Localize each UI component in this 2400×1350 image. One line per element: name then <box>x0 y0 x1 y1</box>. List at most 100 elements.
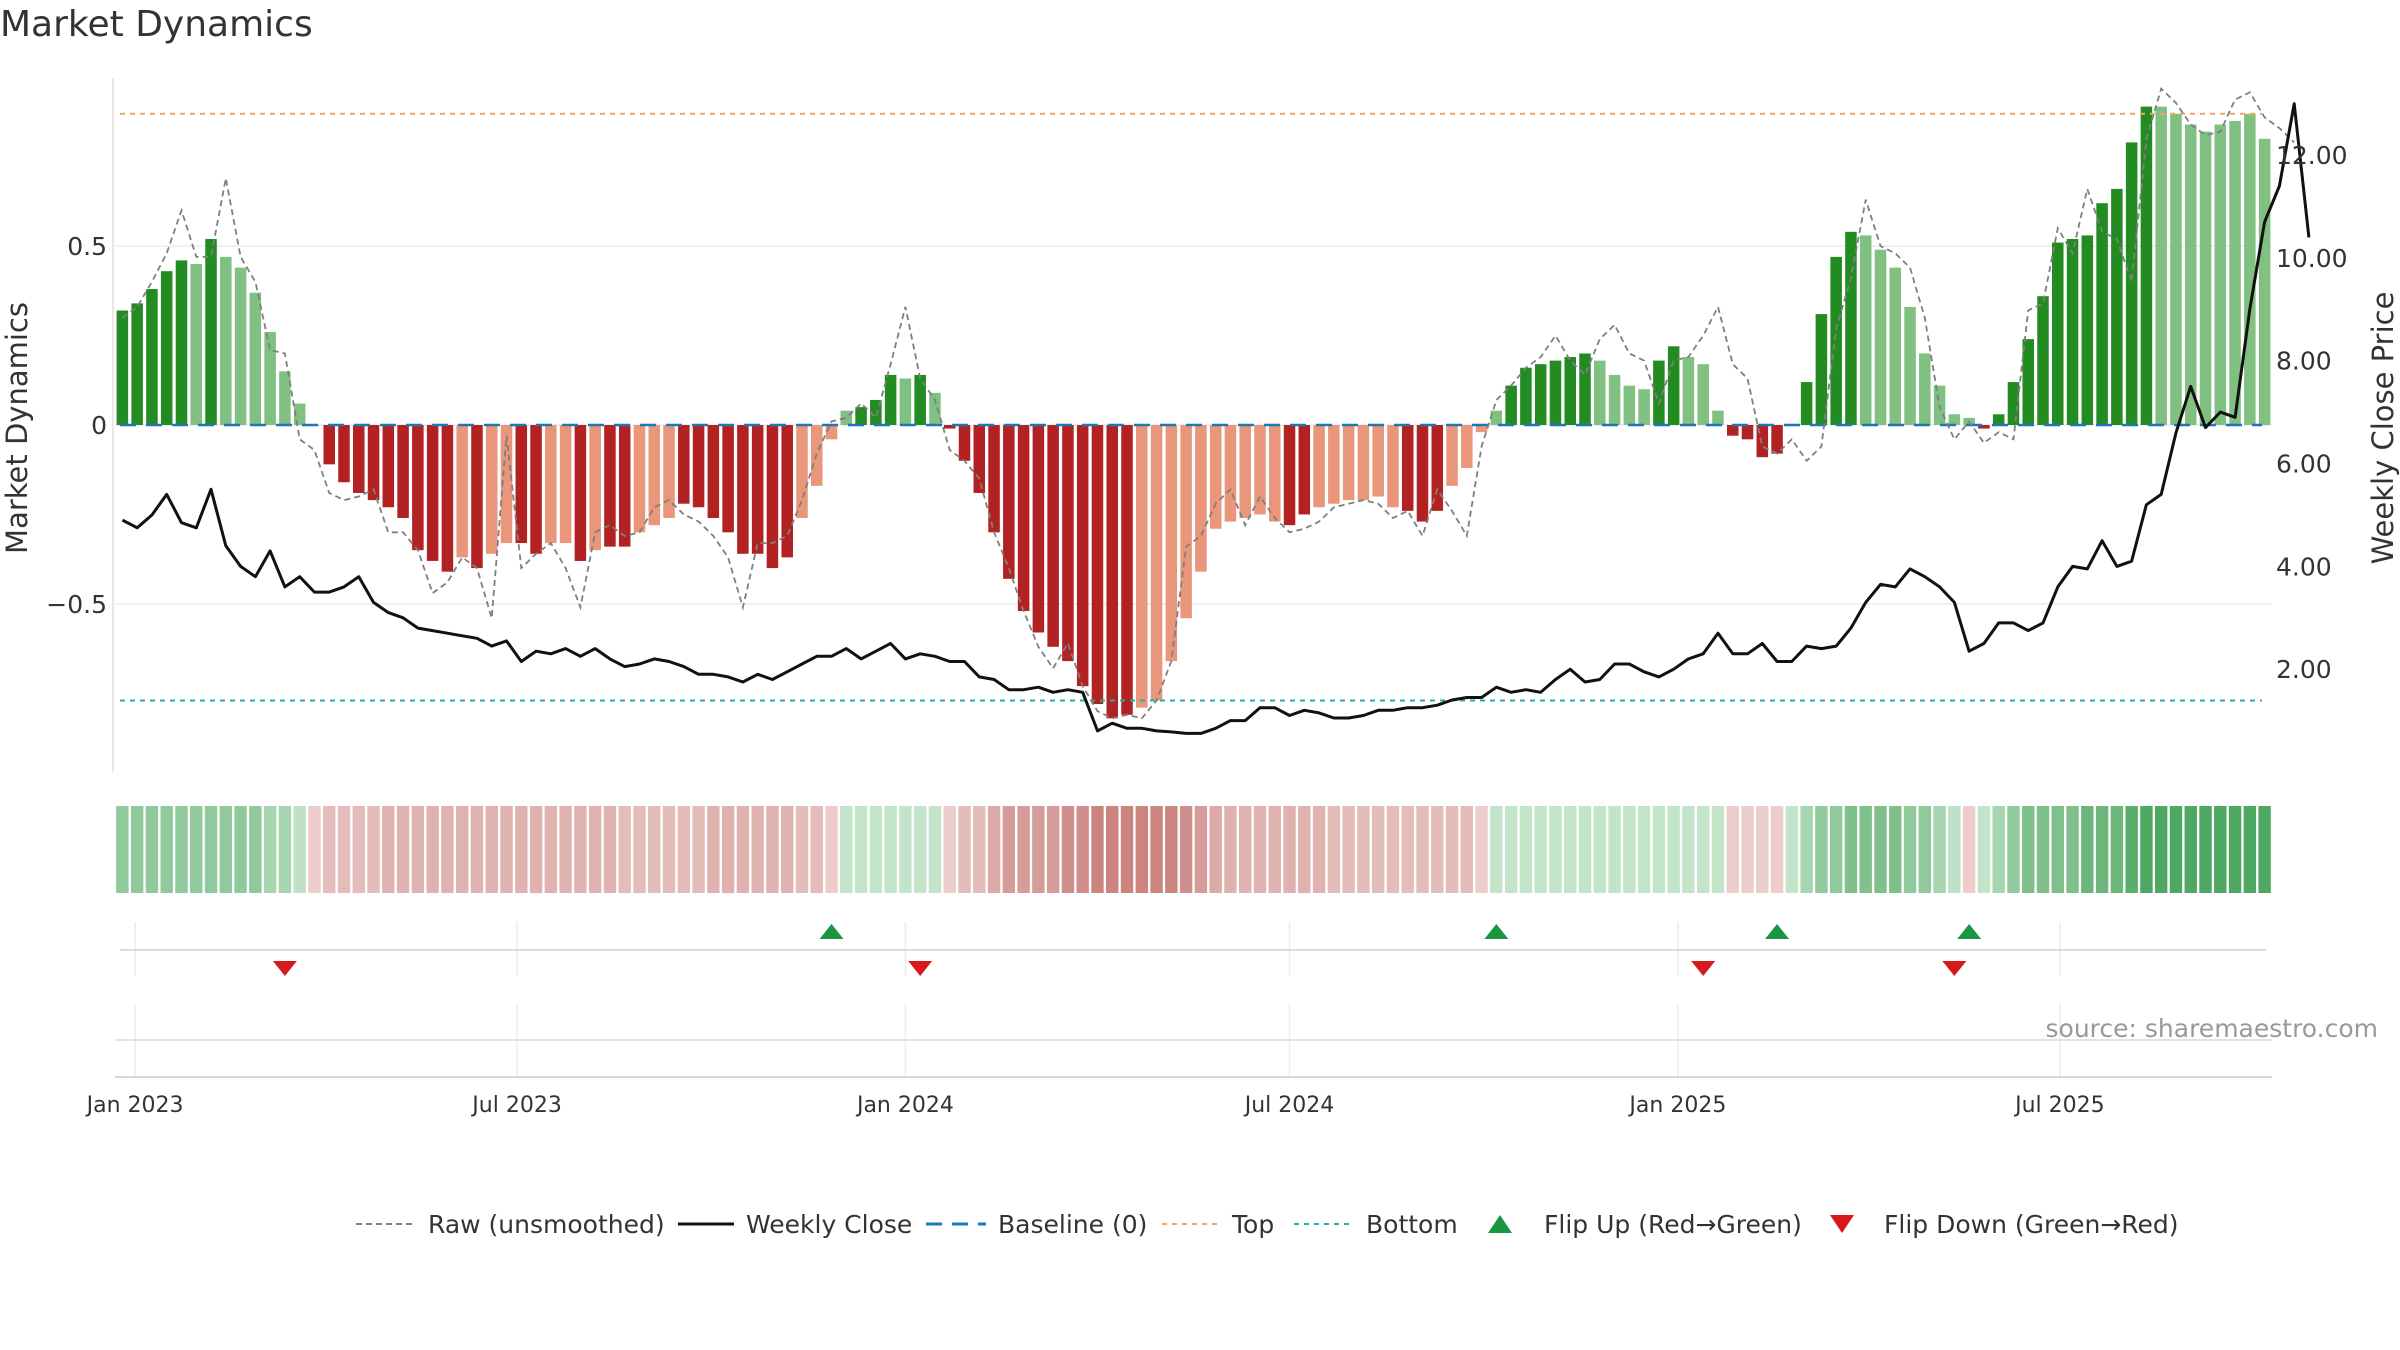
regime-cell <box>1194 806 1208 893</box>
regime-cell <box>1017 806 1030 893</box>
dynamics-bar <box>737 425 749 554</box>
source-label: source: sharemaestro.com <box>2045 1014 2379 1043</box>
legend-swatch <box>1830 1215 1854 1233</box>
regime-cell <box>1800 806 1813 893</box>
regime-cell <box>1076 806 1089 893</box>
regime-cell <box>1637 806 1651 893</box>
dynamics-bar <box>264 331 276 425</box>
dynamics-bar <box>914 374 926 425</box>
dynamics-bar <box>2052 242 2064 425</box>
y2-tick-label: 2.00 <box>2276 655 2332 684</box>
dynamics-bar <box>958 425 971 461</box>
regime-cell <box>263 806 277 893</box>
dynamics-bar <box>1904 306 1916 425</box>
regime-cell <box>116 806 129 893</box>
regime-cell <box>2228 806 2242 893</box>
regime-cell <box>1061 806 1075 893</box>
dynamics-bar <box>796 425 808 519</box>
dynamics-bar <box>2258 138 2271 425</box>
flip-down-marker <box>908 961 933 976</box>
regime-cell <box>662 806 676 893</box>
regime-cell <box>1785 806 1799 893</box>
dynamics-bar <box>2007 382 2020 425</box>
regime-cell <box>529 806 543 893</box>
flip-up-marker <box>819 924 844 939</box>
dynamics-bar <box>2111 188 2123 425</box>
dynamics-bar <box>367 425 380 501</box>
dynamics-bar <box>1298 425 1311 515</box>
regime-cell <box>1046 806 1060 893</box>
regime-cell <box>1682 806 1695 893</box>
dynamics-bar <box>175 260 188 425</box>
regime-strip <box>116 806 2271 893</box>
regime-cell <box>1342 806 1355 893</box>
regime-cell <box>825 806 838 893</box>
regime-cell <box>2007 806 2020 893</box>
regime-cell <box>1652 806 1666 893</box>
dynamics-bar <box>1919 353 1931 425</box>
regime-cell <box>1431 806 1444 893</box>
legend-item: Bottom <box>1294 1210 1458 1239</box>
dynamics-bar <box>160 271 173 425</box>
regime-cell <box>2081 806 2094 893</box>
regime-cell <box>1608 806 1621 893</box>
dynamics-bar <box>116 310 129 425</box>
regime-cell <box>2051 806 2064 893</box>
dynamics-bar <box>1859 235 1872 425</box>
regime-cell <box>1859 806 1872 893</box>
dynamics-bar <box>1978 425 1990 429</box>
dynamics-bar <box>559 425 572 544</box>
y2-tick-label: 4.00 <box>2276 552 2332 581</box>
dynamics-bar <box>545 425 557 544</box>
regime-cell <box>736 806 750 893</box>
dynamics-bar <box>707 425 720 519</box>
regime-cell <box>382 806 395 893</box>
dynamics-bar <box>279 371 291 425</box>
dynamics-bar <box>1003 425 1015 579</box>
dynamics-bar <box>1712 410 1724 425</box>
dynamics-bar <box>884 374 897 425</box>
regime-cell <box>1549 806 1562 893</box>
dynamics-bar <box>1461 425 1473 468</box>
regime-cell <box>2199 806 2212 893</box>
regime-cell <box>1948 806 1961 893</box>
flip-up-marker <box>1957 924 1982 939</box>
regime-cell <box>1416 806 1429 893</box>
dynamics-bar <box>234 267 247 425</box>
dynamics-bar <box>382 425 395 508</box>
dynamics-bar <box>1653 360 1665 425</box>
flip-down-marker <box>1942 961 1967 976</box>
dynamics-bar <box>2214 124 2227 425</box>
regime-cell <box>1268 806 1281 893</box>
dynamics-bar <box>190 264 203 425</box>
regime-cell <box>1120 806 1134 893</box>
dynamics-bar <box>1017 425 1030 612</box>
regime-cell <box>1741 806 1754 893</box>
regime-cell <box>766 806 779 893</box>
dynamics-bar <box>500 425 513 544</box>
regime-cell <box>175 806 188 893</box>
regime-cell <box>603 806 617 893</box>
regime-cell <box>987 806 1001 893</box>
regime-cell <box>515 806 528 893</box>
regime-cell <box>677 806 691 893</box>
dynamics-bar <box>1224 425 1237 522</box>
dynamics-bar <box>1608 374 1621 425</box>
dynamics-bar <box>1579 353 1591 425</box>
dynamics-bar <box>441 425 454 572</box>
regime-cell <box>1504 806 1518 893</box>
dynamics-bar <box>943 425 956 429</box>
y-axis-label: Market Dynamics <box>0 302 34 554</box>
dynamics-bar <box>353 425 365 493</box>
dynamics-bar <box>618 425 631 547</box>
regime-cell <box>692 806 705 893</box>
legend: Raw (unsmoothed) Weekly Close Baseline (0)… <box>356 1210 2179 1239</box>
regime-cell <box>884 806 897 893</box>
dynamics-bar <box>825 425 838 440</box>
regime-cell <box>426 806 439 893</box>
dynamics-bar <box>1283 425 1296 526</box>
regime-cell <box>352 806 365 893</box>
regime-cell <box>973 806 986 893</box>
dynamics-bar <box>1741 425 1754 440</box>
regime-cell <box>1091 806 1104 893</box>
